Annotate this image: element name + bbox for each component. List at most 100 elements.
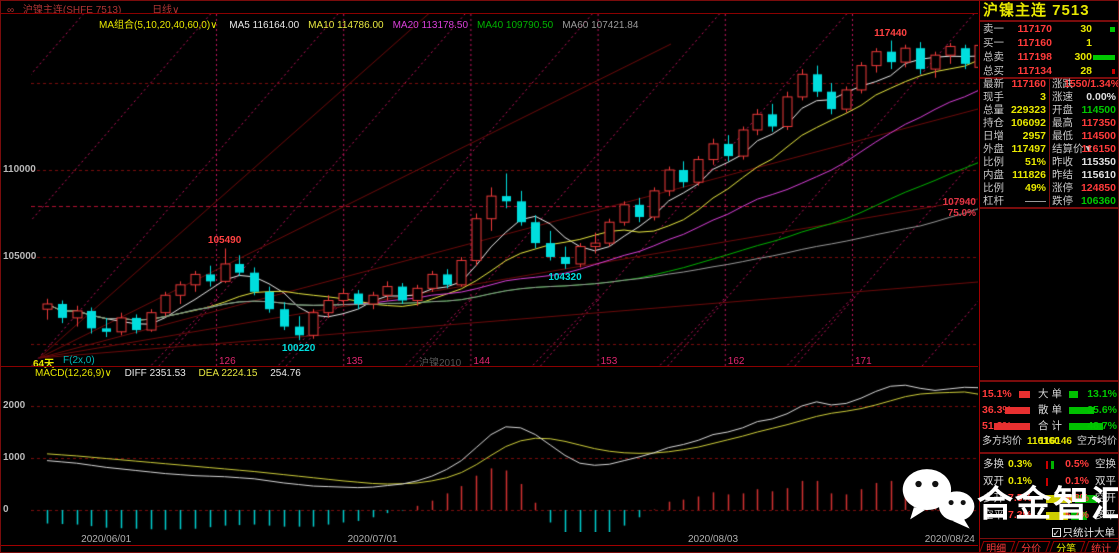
gann-count-label: 144 xyxy=(473,356,491,367)
stat-value: 2957 xyxy=(1022,130,1046,142)
candle-extreme-label: 100220 xyxy=(281,343,316,355)
position-stat-value: 0.1% xyxy=(1065,475,1089,487)
stat-row: 日增 2957 最低 114500 xyxy=(980,130,1118,143)
date-axis-label: 2020/06/01 xyxy=(81,534,132,545)
position-stat-bar xyxy=(1046,495,1072,503)
date-axis-label: 2020/08/03 xyxy=(687,534,739,545)
bid-ask-row: 总买 117134 28 xyxy=(980,64,1118,78)
buy-percent: 15.1% xyxy=(982,388,1012,400)
stat-value: 114500 xyxy=(1081,130,1116,142)
macd-axis-label: 0 xyxy=(3,504,9,515)
position-stat-bar xyxy=(1046,512,1068,520)
position-stat-label: 空平 xyxy=(983,509,1004,521)
stat-row: 最新 117160 涨跌 1550/1.34% xyxy=(980,78,1119,91)
tab-分笔[interactable]: 分笔 xyxy=(1048,541,1086,552)
big-order-row: 51.3%合 计48.7% xyxy=(980,418,1118,434)
buy-bar xyxy=(1004,407,1030,414)
position-stat-label: 多开 xyxy=(983,492,1004,504)
bid-ask-volume: 300 xyxy=(1074,51,1092,63)
big-order-only-checkbox[interactable]: ✓ 只统计大单 xyxy=(1051,525,1115,540)
big-order-row: 36.3% 散 单 35.6% xyxy=(980,402,1118,418)
stat-value: 1550/1.34% xyxy=(1064,78,1119,90)
stat-value: 3 xyxy=(1040,91,1046,103)
candlestick-chart-canvas[interactable] xyxy=(31,14,978,367)
big-order-label: 大 单 xyxy=(1038,388,1062,400)
stat-value: 0.00% xyxy=(1086,91,1116,103)
tab-分价[interactable]: 分价 xyxy=(1013,541,1051,552)
stat-row: 现手 3 涨速 0.00% xyxy=(980,91,1118,104)
ma-legend-item: MA10 114786.00 xyxy=(308,20,384,31)
stat-value: 106092 xyxy=(1010,117,1046,129)
tab-统计[interactable]: 统计 xyxy=(1083,541,1118,552)
big-order-row: 15.1% 大 单 13.1% xyxy=(980,386,1118,402)
position-stats-panel: 多换 0.3% 0.5% 空换 双开 0.1% 0.1% 双平 多开 7.5% 6.8% 空开 空平 7.… xyxy=(980,453,1118,540)
stat-row: 杠杆 —— 跌停 106360 xyxy=(980,195,1118,208)
gann-tool-label: F(2x,0) xyxy=(63,355,95,366)
stat-row: 总量 229323 开盘 114500 xyxy=(980,104,1118,117)
macd-chart-canvas[interactable] xyxy=(31,380,978,532)
stat-label: 比例 xyxy=(983,156,1004,168)
position-stat-label: 多换 xyxy=(983,458,1004,470)
tab-明细[interactable]: 明细 xyxy=(978,541,1016,553)
chevron-down-icon: ∨ xyxy=(104,368,112,379)
sell-percent: 13.1% xyxy=(1087,388,1117,400)
position-stat-value: 7.3% xyxy=(1008,509,1032,521)
buy-percent: 36.3% xyxy=(982,404,1012,416)
stat-value: 115350 xyxy=(1081,156,1116,168)
position-stat-row: 双开 0.1% 0.1% 双平 xyxy=(980,473,1118,490)
period-days-label: 64天 xyxy=(33,359,55,370)
stat-label: 比例 xyxy=(983,182,1004,194)
settlement-price-dropdown[interactable]: 结算价▼ xyxy=(1052,143,1094,155)
stat-value: 229323 xyxy=(1010,104,1046,116)
ma-legend-item: MA60 107421.84 xyxy=(562,20,639,31)
stat-value: 106360 xyxy=(1080,195,1116,207)
position-stat-bar xyxy=(1075,495,1097,503)
macd-settings-dropdown[interactable]: MACD(12,26,9)∨ xyxy=(35,368,112,379)
position-stat-value: 0.3% xyxy=(1008,458,1032,470)
macd-axis-label: 1000 xyxy=(3,452,26,463)
stat-value: 124850 xyxy=(1080,182,1116,194)
bottom-tab-bar: 明细 分价 分笔 统计 xyxy=(978,539,1118,553)
tab-label: 明细 xyxy=(986,544,1007,553)
macd-bar-value: 254.76 xyxy=(270,368,301,379)
stat-label: 开盘 xyxy=(1052,104,1073,116)
position-stat-value: 0.5% xyxy=(1065,458,1089,470)
fib-level-label: 107940 75.0% xyxy=(904,197,976,219)
big-order-label: 散 单 xyxy=(1038,404,1062,416)
position-stat-label: 空开 xyxy=(1095,492,1116,504)
stat-label: 最低 xyxy=(1052,130,1073,142)
volume-bar-icon xyxy=(1112,69,1115,74)
gann-count-label: 126 xyxy=(219,356,236,367)
quote-sidebar: 沪镍主连 7513 卖一 117170 30 买一 117160 1 总卖 117198 300… xyxy=(979,1,1119,552)
stat-row: 比例 51% 昨收 115350 xyxy=(980,156,1118,169)
bid-ask-volume: 30 xyxy=(1080,23,1092,35)
big-order-panel: 15.1%大 单13.1%36.3%散 单35.6%51.3%合 计48.7%多… xyxy=(980,381,1118,453)
stat-label: 内盘 xyxy=(983,169,1004,181)
stat-label: 持仓 xyxy=(983,117,1004,129)
ma-settings-dropdown[interactable]: MA组合(5,10,20,40,60,0)∨ xyxy=(99,20,218,31)
bid-ask-price: 117134 xyxy=(1017,65,1052,77)
empty-panel xyxy=(980,207,1118,381)
position-stat-value: 0.1% xyxy=(1008,475,1032,487)
period-selector[interactable]: 日线∨ xyxy=(152,5,180,16)
bid-ask-volume: 1 xyxy=(1086,37,1092,49)
ma-legend-item: MA40 109790.50 xyxy=(477,20,554,31)
position-stat-label: 双开 xyxy=(983,475,1004,487)
link-icon: ∞ xyxy=(7,5,15,16)
position-stat-bar xyxy=(1046,461,1048,469)
price-axis-label: 105000 xyxy=(3,251,37,262)
buy-avg-value: 116160 xyxy=(1027,436,1060,447)
ma-legend-item: MA20 113178.50 xyxy=(392,20,469,31)
fib-price: 107940 xyxy=(942,196,976,208)
candle-extreme-label: 105490 xyxy=(207,235,242,247)
candle-extreme-label: 117440 xyxy=(874,27,907,39)
macd-indicator-row: MACD(12,26,9)∨ DIFF 2351.53 DEA 2224.15 … xyxy=(35,368,301,379)
chevron-down-icon: ∨ xyxy=(210,20,218,31)
bid-ask-label: 卖一 xyxy=(983,23,1004,35)
titlebar: ∞ 沪镍主连(SHFE 7513) 日线∨ xyxy=(1,1,978,16)
stat-label: 总量 xyxy=(983,104,1004,116)
avg-price-row: 多方均价 116160 116146 空方均价 xyxy=(980,434,1118,449)
position-stat-label: 空换 xyxy=(1095,458,1116,470)
bid-ask-price: 117160 xyxy=(1017,37,1052,49)
